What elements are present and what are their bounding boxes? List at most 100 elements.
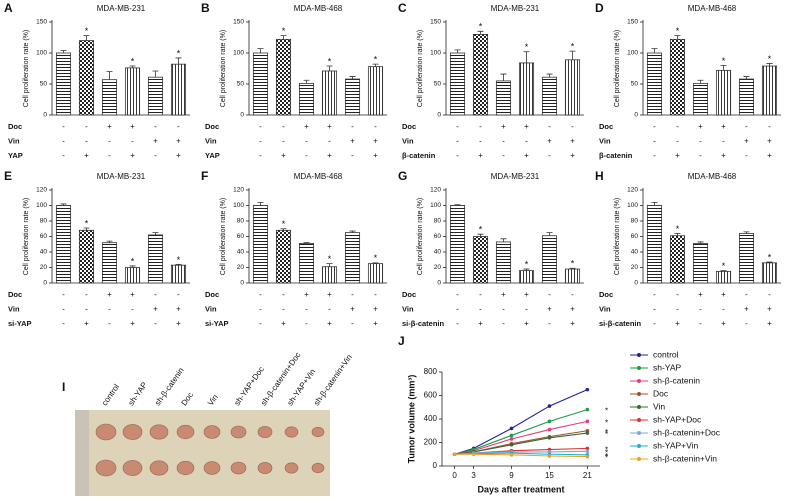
bar xyxy=(541,235,558,284)
error-bar xyxy=(651,202,658,206)
condition-sign: + xyxy=(176,137,181,146)
condition-name: si-YAP xyxy=(8,319,32,328)
error-bar xyxy=(720,270,727,272)
series-point xyxy=(509,437,514,441)
condition-name: Vin xyxy=(402,304,414,313)
bar xyxy=(321,266,338,284)
bar xyxy=(472,34,489,116)
error-bar xyxy=(743,231,750,234)
bar xyxy=(692,243,709,284)
condition-sign: - xyxy=(548,151,551,160)
legend-marker xyxy=(637,392,641,396)
condition-sign: + xyxy=(570,137,575,146)
y-tick-label: 100 xyxy=(627,50,638,57)
condition-sign: - xyxy=(374,122,377,131)
error-bar xyxy=(349,230,356,233)
series-point xyxy=(547,454,552,458)
error-bar xyxy=(454,204,461,206)
condition-sign: + xyxy=(675,151,680,160)
condition-sign: + xyxy=(698,122,703,131)
significance-mark: * xyxy=(328,254,332,264)
y-tick-label: 120 xyxy=(233,187,244,194)
bar xyxy=(275,38,292,116)
y-tick-label: 50 xyxy=(434,81,442,88)
panel-letter: B xyxy=(201,1,210,15)
condition-sign: + xyxy=(281,151,286,160)
condition-name: Vin xyxy=(8,304,20,313)
condition-sign: - xyxy=(351,290,354,299)
bar xyxy=(344,232,361,284)
condition-sign: - xyxy=(85,290,88,299)
condition-sign: - xyxy=(525,305,528,314)
condition-sign: + xyxy=(478,151,483,160)
significance-mark: * xyxy=(571,259,575,269)
error-bar xyxy=(500,73,507,81)
series-point xyxy=(585,419,590,424)
condition-sign: + xyxy=(153,305,158,314)
series-point xyxy=(471,452,476,457)
legend-marker xyxy=(637,379,641,383)
error-bar xyxy=(303,79,310,84)
bar xyxy=(715,69,732,116)
y-tick-label: 150 xyxy=(36,19,47,26)
y-tick-label: 150 xyxy=(233,19,244,26)
condition-sign: - xyxy=(328,137,331,146)
bar xyxy=(472,236,489,284)
legend-label: sh-YAP xyxy=(653,362,682,372)
group-label: sh-YAP xyxy=(126,380,149,407)
condition-sign: - xyxy=(85,305,88,314)
condition-sign: + xyxy=(524,290,529,299)
condition-sign: - xyxy=(699,137,702,146)
error-bar xyxy=(60,50,67,53)
tumor xyxy=(311,426,325,438)
condition-sign: + xyxy=(350,305,355,314)
error-bar xyxy=(720,65,727,71)
x-axis-label: Days after treatment xyxy=(477,484,564,494)
significance-mark: * xyxy=(177,255,181,265)
y-axis-label: Tumor volume (mm³) xyxy=(406,375,416,464)
condition-name: Doc xyxy=(402,122,416,131)
condition-sign: + xyxy=(327,290,332,299)
condition-sign: + xyxy=(767,319,772,328)
condition-sign: - xyxy=(676,122,679,131)
significance-mark: * xyxy=(722,56,726,66)
error-bar xyxy=(674,233,681,236)
x-tick-label: 9 xyxy=(509,471,514,480)
significance-mark: * xyxy=(768,54,772,64)
y-axis-label: Cell proliferation rate (%) xyxy=(220,198,227,275)
y-tick-label: 40 xyxy=(434,249,442,256)
condition-sign: - xyxy=(502,305,505,314)
condition-sign: + xyxy=(373,319,378,328)
condition-sign: + xyxy=(373,137,378,146)
y-tick-label: 100 xyxy=(627,202,638,209)
tumor xyxy=(284,426,299,438)
condition-sign: + xyxy=(373,305,378,314)
condition-sign: - xyxy=(328,305,331,314)
series-point xyxy=(547,404,552,408)
condition-sign: - xyxy=(154,290,157,299)
group-label: Vin xyxy=(206,393,220,408)
y-tick-label: 20 xyxy=(40,264,48,271)
y-tick-label: 120 xyxy=(430,187,441,194)
bar xyxy=(367,66,384,116)
significance-mark: * xyxy=(525,259,529,269)
bar xyxy=(669,38,686,116)
panel-title: MDA-MB-468 xyxy=(294,4,343,13)
condition-sign: - xyxy=(351,122,354,131)
condition-sign: - xyxy=(479,122,482,131)
condition-sign: - xyxy=(745,122,748,131)
bar xyxy=(367,263,384,284)
condition-sign: + xyxy=(130,151,135,160)
bar xyxy=(518,62,535,116)
condition-sign: + xyxy=(478,319,483,328)
panel-title: MDA-MB-231 xyxy=(97,4,146,13)
bar xyxy=(669,235,686,284)
error-bar xyxy=(743,76,750,80)
legend-marker xyxy=(637,431,641,435)
panel-title: MDA-MB-468 xyxy=(688,172,737,181)
y-tick-label: 80 xyxy=(631,218,639,225)
bar xyxy=(564,268,581,284)
condition-sign: + xyxy=(570,151,575,160)
y-tick-label: 100 xyxy=(430,50,441,57)
condition-sign: - xyxy=(154,319,157,328)
